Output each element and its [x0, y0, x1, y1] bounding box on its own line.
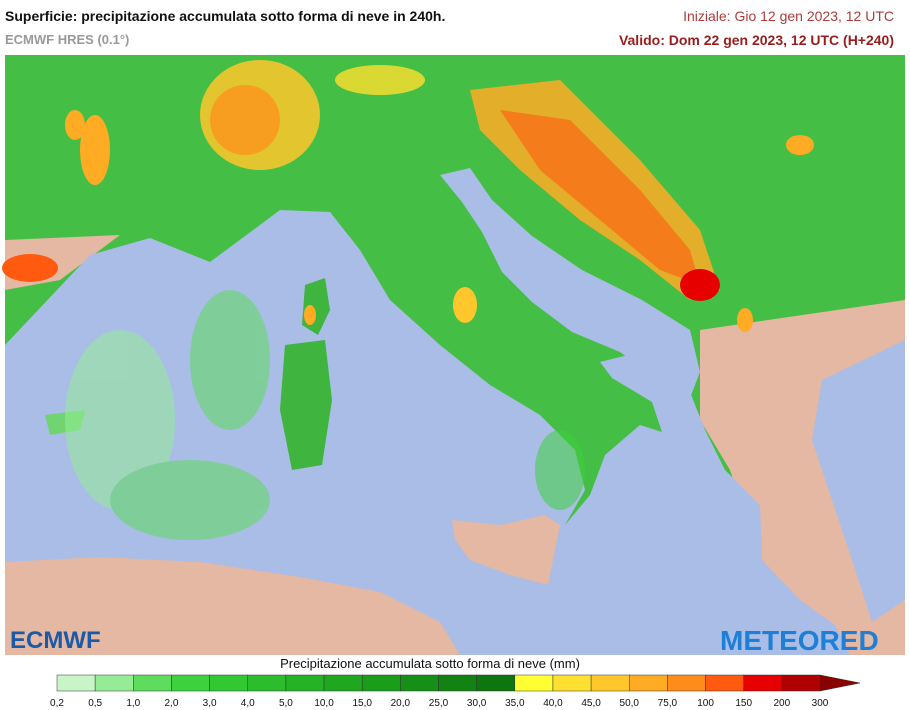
legend-label: 10,0 — [314, 698, 334, 709]
legend-title: Precipitazione accumulata sotto forma di… — [280, 656, 580, 671]
legend-swatch — [400, 674, 439, 692]
legend-swatch — [743, 674, 783, 692]
logo-left: ECMWF — [10, 627, 101, 654]
legend-swatch — [361, 674, 401, 692]
legend-label: 50,0 — [620, 698, 640, 709]
legend-arrow — [819, 674, 861, 692]
dry-land — [5, 555, 460, 655]
legend-label: 35,0 — [505, 698, 525, 709]
legend: 0,2 0,5 1,0 2,0 3,0 4,0 5,0 10,0 15,0 20,0 25,0 30,… — [50, 674, 861, 709]
legend-label: 2,0 — [164, 698, 178, 709]
legend-swatch — [247, 674, 287, 692]
init-time: Iniziale: Gio 12 gen 2023, 12 UTC — [683, 8, 894, 24]
legend-swatch — [476, 674, 516, 692]
island — [280, 340, 332, 470]
legend-label: 30,0 — [467, 698, 487, 709]
heavy-snow — [2, 60, 814, 332]
legend-swatch — [56, 674, 96, 692]
legend-label: 5,0 — [279, 698, 293, 709]
legend-swatch — [133, 674, 172, 692]
legend-swatch — [667, 674, 706, 692]
legend-label: 15,0 — [352, 698, 372, 709]
legend-swatch — [438, 674, 477, 692]
legend-label: 25,0 — [429, 698, 449, 709]
legend-swatch — [209, 674, 249, 692]
legend-swatch — [629, 674, 668, 692]
legend-swatch — [94, 674, 134, 692]
legend-label: 150 — [735, 698, 752, 709]
valid-time: Valido: Dom 22 gen 2023, 12 UTC (H+240) — [618, 32, 894, 48]
legend-label: 300 — [812, 698, 829, 709]
legend-swatch — [552, 674, 592, 692]
sea — [440, 168, 700, 398]
legend-swatch — [171, 674, 210, 692]
island — [452, 515, 560, 585]
sea — [812, 340, 905, 622]
legend-swatch — [590, 674, 630, 692]
legend-label: 45,0 — [581, 698, 601, 709]
legend-label: 3,0 — [203, 698, 217, 709]
legend-label: 100 — [697, 698, 714, 709]
legend-label: 0,2 — [50, 698, 64, 709]
legend-swatch — [781, 674, 821, 692]
legend-label: 40,0 — [543, 698, 563, 709]
legend-label: 200 — [774, 698, 791, 709]
legend-swatch — [285, 674, 325, 692]
legend-swatch — [705, 674, 744, 692]
legend-label: 4,0 — [241, 698, 255, 709]
legend-label: 0,5 — [88, 698, 102, 709]
logo-right: METEORED — [720, 625, 879, 656]
legend-label: 20,0 — [391, 698, 411, 709]
legend-swatch — [323, 674, 363, 692]
map-area — [2, 55, 905, 655]
sea-snow — [65, 290, 585, 540]
model-name: ECMWF HRES (0.1°) — [5, 32, 130, 47]
map-title: Superficie: precipitazione accumulata so… — [5, 8, 446, 24]
legend-label: 1,0 — [126, 698, 140, 709]
legend-swatch — [514, 674, 554, 692]
legend-label: 75,0 — [658, 698, 678, 709]
